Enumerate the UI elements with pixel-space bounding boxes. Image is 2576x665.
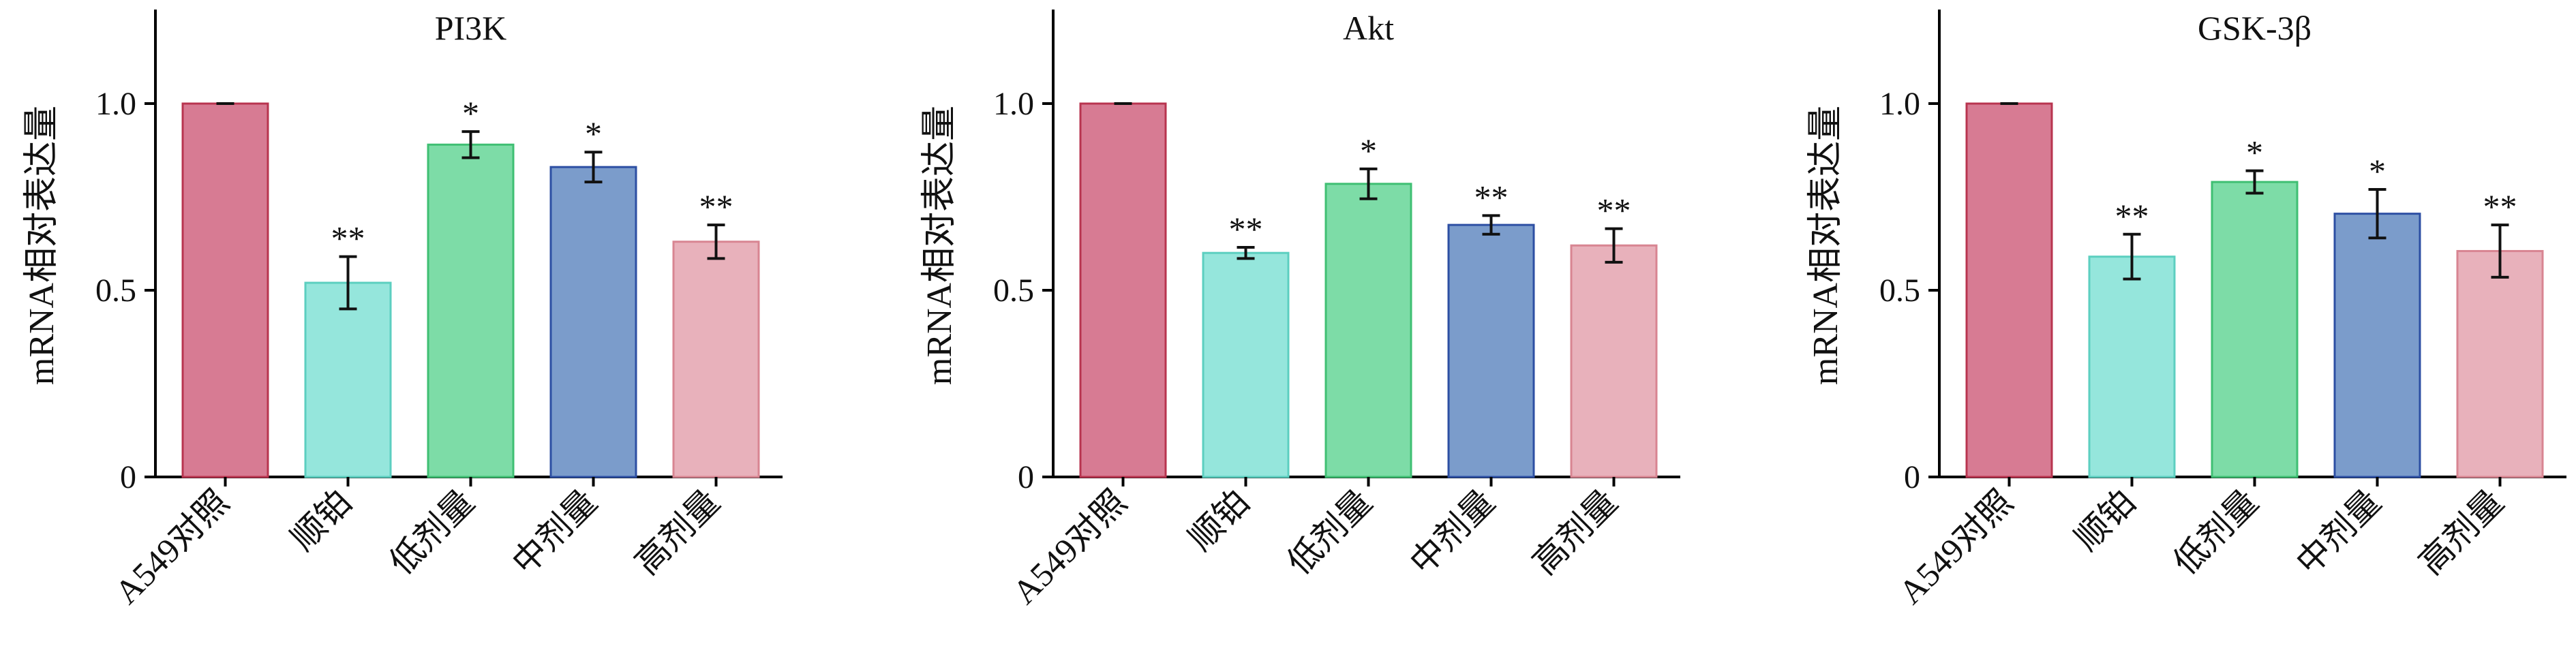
- category-label: 中剂量: [1403, 482, 1502, 582]
- category-label: A549对照: [1891, 482, 2020, 611]
- y-tick-label: 0.5: [95, 273, 136, 309]
- significance-marker: **: [331, 219, 365, 258]
- bar-1: [181, 102, 269, 478]
- y-axis-label: mRNA相对表达量: [1806, 106, 1845, 385]
- category-label: 顺铂: [2067, 482, 2142, 557]
- chart-panel-2: Akt mRNA相对表达量 0 0.5 1.0 A549对照 ** 顺铂 * 低剂量 ** 中剂量 **…: [920, 9, 1680, 611]
- y-tick-label: 0: [1904, 459, 1920, 495]
- significance-marker: *: [462, 94, 479, 132]
- y-tick-label: 0: [120, 459, 136, 495]
- chart-panel-1: PI3K mRNA相对表达量 0 0.5 1.0 A549对照 ** 顺铂 * 低剂量 * 中剂量 **…: [22, 9, 783, 611]
- bar-5: [1570, 244, 1658, 478]
- chart-title: PI3K: [435, 9, 507, 47]
- category-label: 中剂量: [2289, 482, 2389, 582]
- y-axis-label: mRNA相对表达量: [22, 106, 61, 385]
- bar-3: [427, 143, 515, 478]
- category-label: 高剂量: [628, 482, 727, 582]
- category-label: 低剂量: [1280, 482, 1380, 582]
- bar-5: [672, 241, 760, 478]
- bar-2: [304, 281, 392, 478]
- bar-3: [1324, 183, 1412, 478]
- bar-3: [2211, 181, 2299, 478]
- y-tick-label: 1.0: [95, 86, 136, 122]
- significance-marker: **: [1474, 178, 1509, 216]
- significance-marker: **: [699, 187, 733, 226]
- y-axis-label: mRNA相对表达量: [920, 106, 959, 385]
- category-label: 低剂量: [2166, 482, 2266, 582]
- bar-1: [1965, 102, 2053, 478]
- bar-2: [2088, 256, 2176, 478]
- category-label: 顺铂: [1181, 482, 1256, 557]
- significance-marker: **: [1229, 210, 1263, 248]
- y-tick-label: 0.5: [993, 273, 1034, 309]
- category-label: A549对照: [1005, 482, 1134, 611]
- category-label: 低剂量: [382, 482, 482, 582]
- significance-marker: **: [2115, 197, 2149, 235]
- significance-marker: *: [1360, 132, 1377, 170]
- significance-marker: *: [2246, 134, 2263, 172]
- y-tick-label: 0.5: [1879, 273, 1920, 309]
- significance-marker: **: [1597, 191, 1631, 230]
- category-label: 中剂量: [505, 482, 605, 582]
- significance-marker: **: [2483, 187, 2517, 226]
- category-label: 顺铂: [284, 482, 359, 557]
- significance-marker: *: [2369, 152, 2386, 190]
- category-label: A549对照: [107, 482, 236, 611]
- y-tick-label: 1.0: [993, 86, 1034, 122]
- bar-2: [1202, 251, 1290, 478]
- chart-title: GSK-3β: [2198, 9, 2312, 47]
- bar-5: [2456, 249, 2544, 478]
- y-tick-label: 1.0: [1879, 86, 1920, 122]
- bar-4: [1447, 223, 1535, 478]
- y-tick-label: 0: [1018, 459, 1034, 495]
- bar-4: [2333, 213, 2421, 478]
- chart-panel-3: GSK-3β mRNA相对表达量 0 0.5 1.0 A549对照 ** 顺铂 * 低剂量 * 中剂量…: [1806, 9, 2566, 611]
- chart-title: Akt: [1343, 9, 1394, 47]
- category-label: 高剂量: [2412, 482, 2511, 582]
- category-label: 高剂量: [1526, 482, 1625, 582]
- bar-4: [549, 166, 637, 478]
- bar-1: [1079, 102, 1167, 478]
- significance-marker: *: [585, 114, 602, 153]
